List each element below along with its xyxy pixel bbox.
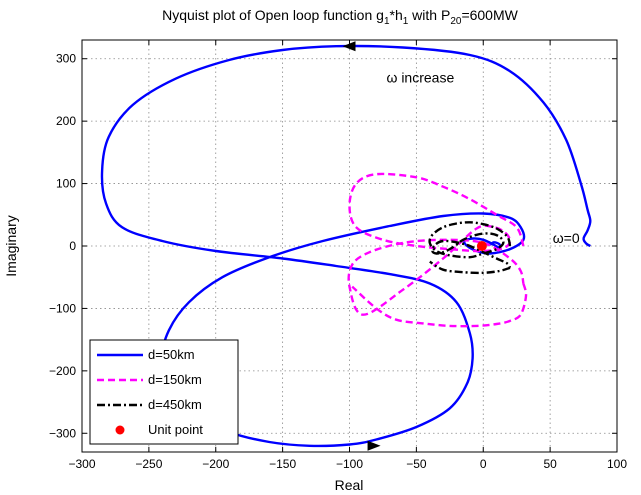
y-tick-label: 0 bbox=[69, 239, 76, 253]
y-tick-label: 300 bbox=[56, 52, 76, 66]
series-line-d-150km-part2 bbox=[351, 283, 528, 328]
annotation-omega-increase: ω increase bbox=[387, 69, 455, 85]
x-tick-label: −300 bbox=[68, 457, 95, 471]
x-tick-label: 0 bbox=[480, 457, 487, 471]
y-axis-label: Imaginary bbox=[3, 215, 19, 276]
series-line-d-450km bbox=[428, 221, 512, 269]
x-tick-label: −250 bbox=[135, 457, 162, 471]
plot-frame bbox=[81, 39, 618, 453]
legend-label-unit-point: Unit point bbox=[148, 422, 203, 437]
y-tick-label: −300 bbox=[49, 426, 76, 440]
x-tick-label: −200 bbox=[202, 457, 229, 471]
legend-box bbox=[89, 339, 239, 445]
x-axis-label: Real bbox=[335, 477, 364, 493]
series-marker-unit-point bbox=[476, 241, 487, 251]
legend-label-d450: d=450km bbox=[148, 397, 202, 412]
legend: d=50km d=150km d=450km Unit point bbox=[89, 339, 239, 445]
x-tick-label: −150 bbox=[269, 457, 296, 471]
y-tick-label: −200 bbox=[49, 364, 76, 378]
x-tick-label: 50 bbox=[543, 457, 557, 471]
y-tick-label: 100 bbox=[56, 177, 76, 191]
legend-label-d50: d=50km bbox=[148, 347, 195, 362]
x-tick-label: −100 bbox=[336, 457, 363, 471]
chart-title: Nyquist plot of Open loop function g1*h1… bbox=[162, 7, 519, 27]
direction-arrow bbox=[342, 41, 356, 52]
legend-label-d150: d=150km bbox=[148, 372, 202, 387]
y-tick-label: 200 bbox=[56, 114, 76, 128]
series-group bbox=[100, 44, 592, 448]
ticks: −300 −250 −200 −150 −100 −50 0 50 100 −300 −200 −10… bbox=[49, 40, 627, 471]
series-line-d-450km-part2 bbox=[429, 260, 511, 275]
series-line-d-50km bbox=[100, 44, 592, 448]
legend-swatch-unit-point bbox=[115, 425, 125, 435]
annotation-omega-zero: ω=0 bbox=[553, 230, 580, 246]
x-tick-label: 100 bbox=[607, 457, 627, 471]
direction-arrows bbox=[342, 41, 381, 451]
y-tick-label: −100 bbox=[49, 301, 76, 315]
direction-arrow bbox=[367, 440, 381, 451]
x-tick-label: −50 bbox=[406, 457, 427, 471]
